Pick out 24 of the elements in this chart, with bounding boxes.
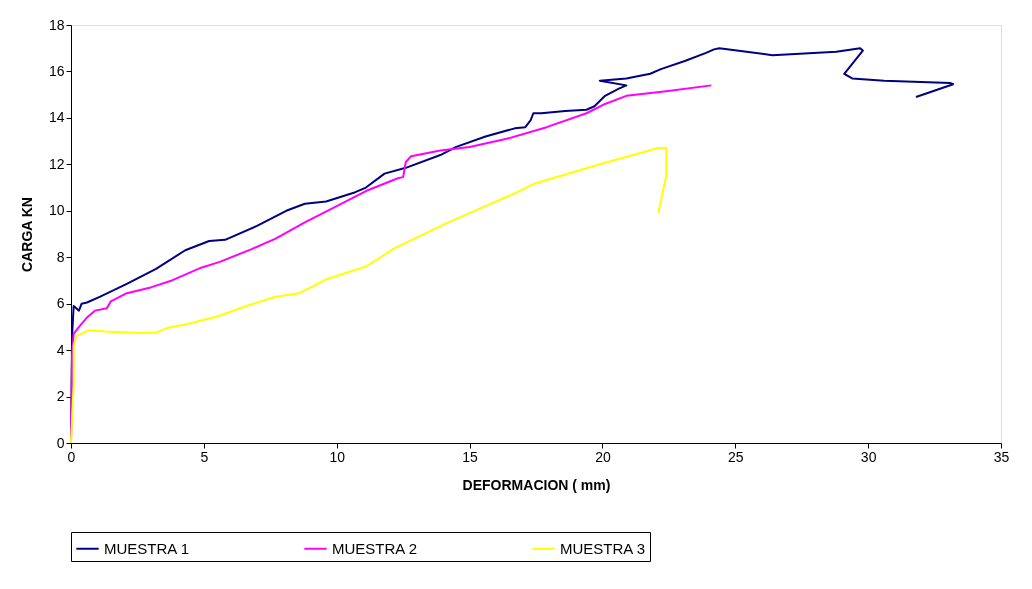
x-tick-label: 20 xyxy=(595,448,611,465)
x-tick-label: 0 xyxy=(67,448,76,465)
x-tick-label: 10 xyxy=(329,448,346,465)
x-tick-label: 35 xyxy=(993,448,1010,465)
x-tick-label: 30 xyxy=(860,448,877,465)
y-tick-label: 14 xyxy=(48,109,65,126)
line-series xyxy=(70,147,668,444)
y-tick-label: 0 xyxy=(56,434,65,451)
x-tick-label: 25 xyxy=(728,448,744,465)
x-tick-label: 15 xyxy=(462,448,479,465)
y-tick-label: 16 xyxy=(48,62,65,79)
legend-label: MUESTRA 1 xyxy=(104,539,190,557)
legend-label: MUESTRA 3 xyxy=(560,539,646,557)
y-tick-label: 10 xyxy=(48,202,65,219)
y-tick-label: 8 xyxy=(56,248,65,265)
y-tick-label: 4 xyxy=(56,341,65,358)
y-axis-title: CARGA KN xyxy=(18,197,35,272)
y-tick-label: 2 xyxy=(56,388,65,405)
y-tick-label: 6 xyxy=(56,295,65,312)
x-tick-label: 5 xyxy=(200,448,209,465)
legend-label: MUESTRA 2 xyxy=(332,539,418,557)
y-tick-label: 18 xyxy=(48,16,65,33)
x-axis-title: DEFORMACION ( mm) xyxy=(462,476,611,493)
y-tick-label: 12 xyxy=(48,155,65,172)
